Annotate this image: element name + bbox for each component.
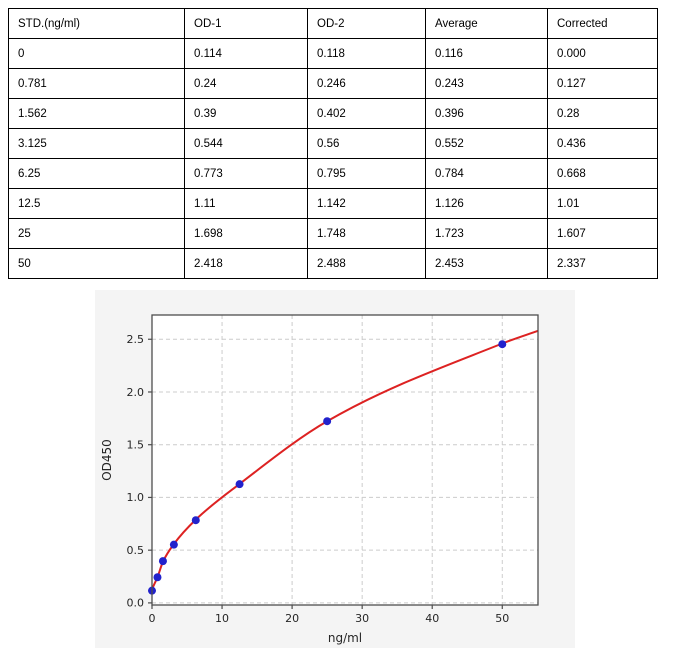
y-tick-label: 1.0 bbox=[127, 491, 145, 504]
x-axis-label: ng/ml bbox=[328, 631, 362, 645]
table-cell: 0.114 bbox=[184, 38, 308, 69]
table-cell: 12.5 bbox=[8, 188, 185, 219]
table-cell: 1.562 bbox=[8, 98, 185, 129]
y-tick-label: 0.5 bbox=[127, 544, 145, 557]
x-tick-label: 20 bbox=[285, 612, 299, 625]
table-cell: 0.668 bbox=[547, 158, 658, 189]
x-tick-label: 50 bbox=[495, 612, 509, 625]
fit-curve-line bbox=[151, 329, 539, 590]
table-row: 12.5 1.11 1.142 1.126 1.01 bbox=[8, 188, 658, 219]
table-row: 50 2.418 2.488 2.453 2.337 bbox=[8, 248, 658, 279]
table-row: 0 0.114 0.118 0.116 0.000 bbox=[8, 38, 658, 69]
table-cell: 1.11 bbox=[184, 188, 308, 219]
table-cell: 3.125 bbox=[8, 128, 185, 159]
data-point bbox=[498, 340, 507, 349]
table-cell: 0.784 bbox=[425, 158, 548, 189]
table-cell: 0.127 bbox=[547, 68, 658, 99]
data-points bbox=[148, 340, 507, 595]
table-cell: 0.396 bbox=[425, 98, 548, 129]
header-od2: OD-2 bbox=[307, 8, 426, 39]
table-row: 25 1.698 1.748 1.723 1.607 bbox=[8, 218, 658, 249]
y-tick-label: 2.0 bbox=[127, 386, 145, 399]
table-cell: 2.337 bbox=[547, 248, 658, 279]
header-od1: OD-1 bbox=[184, 8, 308, 39]
table-cell: 25 bbox=[8, 218, 185, 249]
table-cell: 1.723 bbox=[425, 218, 548, 249]
data-point bbox=[323, 417, 332, 426]
table-body: 0 0.114 0.118 0.116 0.000 0.781 0.24 0.246 0.243… bbox=[8, 38, 658, 279]
table-cell: 0.402 bbox=[307, 98, 426, 129]
standard-curve-figure: 0 10 20 30 40 50 0.0 0.5 1.0 1.5 2.0 2.5 ng/ml OD45… bbox=[95, 290, 575, 648]
table-cell: 1.142 bbox=[307, 188, 426, 219]
table-cell: 1.126 bbox=[425, 188, 548, 219]
table-cell: 0.243 bbox=[425, 68, 548, 99]
table-cell: 0.544 bbox=[184, 128, 308, 159]
table-cell: 0.56 bbox=[307, 128, 426, 159]
plot-area bbox=[152, 315, 538, 605]
x-tick-label: 30 bbox=[355, 612, 369, 625]
table-cell: 0.795 bbox=[307, 158, 426, 189]
y-tick-label: 1.5 bbox=[127, 439, 145, 452]
grid-lines bbox=[152, 315, 538, 605]
header-average: Average bbox=[425, 8, 548, 39]
standard-curve-chart: 0 10 20 30 40 50 0.0 0.5 1.0 1.5 2.0 2.5 ng/ml OD45… bbox=[95, 290, 575, 648]
table-cell: 1.748 bbox=[307, 218, 426, 249]
table-row: 1.562 0.39 0.402 0.396 0.28 bbox=[8, 98, 658, 129]
header-std: STD.(ng/ml) bbox=[8, 8, 185, 39]
table-cell: 0.28 bbox=[547, 98, 658, 129]
table-cell: 1.01 bbox=[547, 188, 658, 219]
table-cell: 0.781 bbox=[8, 68, 185, 99]
table-header-row: STD.(ng/ml) OD-1 OD-2 Average Corrected bbox=[8, 8, 658, 39]
table-cell: 50 bbox=[8, 248, 185, 279]
table-cell: 0.246 bbox=[307, 68, 426, 99]
data-point bbox=[191, 516, 200, 525]
table-cell: 0.000 bbox=[547, 38, 658, 69]
y-tick-label: 2.5 bbox=[127, 333, 145, 346]
table-cell: 0 bbox=[8, 38, 185, 69]
standard-curve-table: STD.(ng/ml) OD-1 OD-2 Average Corrected … bbox=[8, 8, 658, 279]
data-point bbox=[153, 573, 162, 582]
data-point bbox=[169, 540, 178, 549]
table-row: 3.125 0.544 0.56 0.552 0.436 bbox=[8, 128, 658, 159]
table-cell: 2.453 bbox=[425, 248, 548, 279]
table-row: 6.25 0.773 0.795 0.784 0.668 bbox=[8, 158, 658, 189]
axis-ticks bbox=[148, 338, 503, 609]
table-cell: 1.698 bbox=[184, 218, 308, 249]
table-cell: 2.418 bbox=[184, 248, 308, 279]
axis-tick-labels: 0 10 20 30 40 50 0.0 0.5 1.0 1.5 2.0 2.5 bbox=[127, 333, 510, 625]
table-cell: 0.773 bbox=[184, 158, 308, 189]
y-tick-label: 0.0 bbox=[127, 597, 145, 610]
table-cell: 0.24 bbox=[184, 68, 308, 99]
table-cell: 0.39 bbox=[184, 98, 308, 129]
y-axis-label: OD450 bbox=[100, 439, 114, 481]
x-tick-label: 0 bbox=[149, 612, 156, 625]
plot-border bbox=[151, 314, 539, 606]
table-cell: 0.552 bbox=[425, 128, 548, 159]
data-point bbox=[235, 480, 244, 489]
table-cell: 2.488 bbox=[307, 248, 426, 279]
table-row: 0.781 0.24 0.246 0.243 0.127 bbox=[8, 68, 658, 99]
table-cell: 1.607 bbox=[547, 218, 658, 249]
data-point bbox=[158, 557, 167, 566]
table-cell: 0.118 bbox=[307, 38, 426, 69]
table-cell: 0.116 bbox=[425, 38, 548, 69]
header-corrected: Corrected bbox=[547, 8, 658, 39]
x-tick-label: 10 bbox=[215, 612, 229, 625]
table-cell: 6.25 bbox=[8, 158, 185, 189]
table-cell: 0.436 bbox=[547, 128, 658, 159]
x-tick-label: 40 bbox=[425, 612, 439, 625]
